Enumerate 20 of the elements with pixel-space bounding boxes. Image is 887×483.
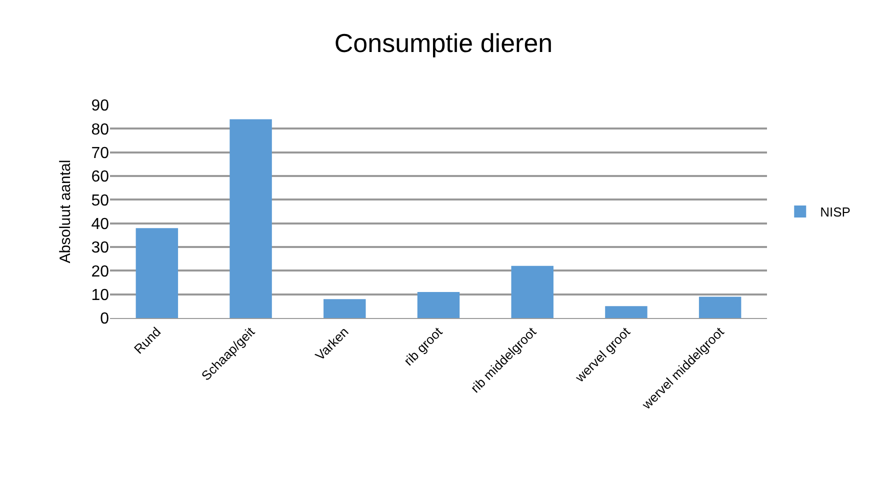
y-tick-label: 50 <box>91 192 110 210</box>
y-axis-title: Absoluut aantal <box>57 160 74 264</box>
y-tick-label: 90 <box>91 98 110 115</box>
bar <box>698 296 742 318</box>
chart-title: Consumptie dieren <box>334 28 553 58</box>
y-tick-label: 60 <box>91 168 110 186</box>
y-tick-label: 0 <box>100 310 110 328</box>
legend-label: NISP <box>820 204 850 220</box>
bar <box>324 299 366 318</box>
y-tick-label: 80 <box>91 121 110 138</box>
y-tick-label: 40 <box>91 216 110 233</box>
y-tick-label: 30 <box>91 240 110 257</box>
y-tick-label: 20 <box>91 263 110 280</box>
y-tick-label: 10 <box>91 286 110 304</box>
bar <box>136 228 178 318</box>
bar <box>605 306 648 318</box>
bar <box>230 119 272 318</box>
y-tick-label: 70 <box>91 144 110 162</box>
bar <box>417 292 460 318</box>
bar <box>511 266 554 318</box>
